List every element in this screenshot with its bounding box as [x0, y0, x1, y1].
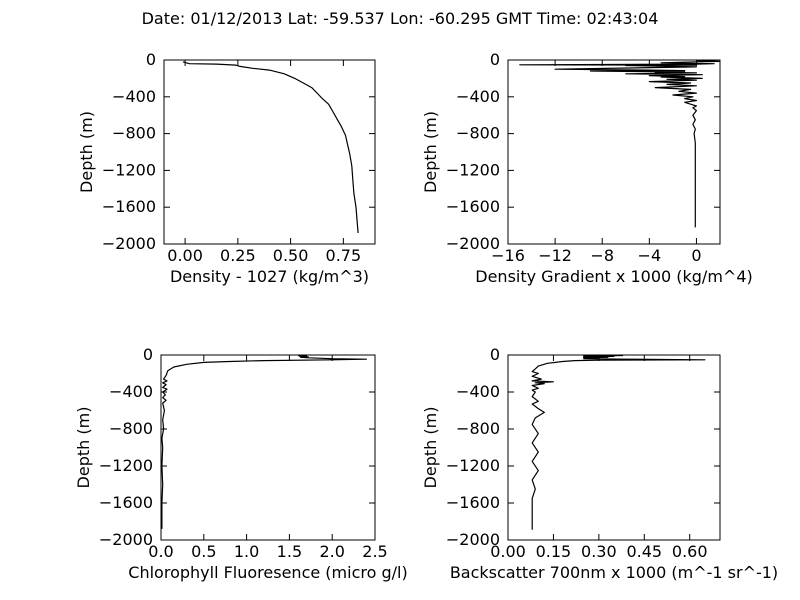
y-tick-label: −1600: [102, 197, 156, 216]
y-tick-label: −1200: [446, 456, 500, 475]
y-tick-label: −1200: [99, 456, 153, 475]
x-tick-label: −12: [538, 246, 572, 265]
y-axis-label: Depth (m): [421, 111, 440, 193]
y-tick-label: −1200: [102, 160, 156, 179]
x-tick-label: 1.0: [234, 542, 259, 561]
y-tick-label: −1200: [446, 160, 500, 179]
x-axis-label: Density - 1027 (kg/m^3): [170, 267, 369, 286]
subplot-chlorophyll: 0.0 0.5 1.0 1.5 2.0 2.5 0 −400 −800 −1200 −1600 −20…: [74, 345, 408, 582]
x-axis-label: Backscatter 700nm x 1000 (m^-1 sr^-1): [450, 563, 778, 582]
x-tick-label: −8: [590, 246, 614, 265]
axes-frame: [163, 59, 376, 245]
series-line-density: [182, 61, 359, 234]
y-tick-label: −800: [456, 124, 500, 143]
y-tick-label: −1600: [446, 197, 500, 216]
x-tick-label: 0.00: [490, 542, 526, 561]
x-tick-label: 0.15: [536, 542, 572, 561]
axes-frame: [507, 59, 721, 245]
y-tick-label: 0: [143, 345, 153, 364]
y-tick-label: −800: [109, 419, 153, 438]
x-tick-label: −4: [638, 246, 662, 265]
y-tick-label: −2000: [99, 530, 153, 549]
y-tick-label: −400: [109, 382, 153, 401]
subplot-density: 0.00 0.25 0.50 0.75 0 −400 −800 −1200 −1600 −2000…: [77, 50, 376, 286]
y-tick-label: −400: [456, 382, 500, 401]
y-tick-label: 0: [146, 50, 156, 69]
subplot-density-gradient: −16 −12 −8 −4 00−400−800−1200−1600−2000Densi…: [421, 50, 753, 286]
x-tick-label: 0.5: [191, 542, 216, 561]
x-tick-label: 0.50: [273, 246, 309, 265]
x-tick-label: 2.5: [362, 542, 387, 561]
x-tick-label: 0.60: [672, 542, 708, 561]
x-tick-label: −16: [491, 246, 525, 265]
y-tick-label: −2000: [446, 234, 500, 253]
y-axis-label: Depth (m): [74, 407, 93, 489]
axes-frame: [160, 354, 376, 541]
series-line-backscatter: [531, 354, 706, 530]
subplot-backscatter: 0.00 0.15 0.30 0.45 0.60 0 −400 −800 −1200 −1600 −…: [421, 345, 778, 582]
x-tick-label: 0.25: [220, 246, 256, 265]
y-tick-label: −400: [456, 87, 500, 106]
x-tick-label: 0.30: [581, 542, 617, 561]
x-tick-label: 0.75: [326, 246, 362, 265]
y-tick-label: −2000: [446, 530, 500, 549]
x-tick-label: 0.00: [167, 246, 203, 265]
x-axis-label: Density Gradient x 1000 (kg/m^4): [475, 267, 752, 286]
y-axis-label: Depth (m): [77, 111, 96, 193]
series-line-chlorophyll: [161, 354, 367, 529]
x-tick-label: 0.45: [626, 542, 662, 561]
x-tick-label: 1.5: [277, 542, 302, 561]
x-axis-label: Chlorophyll Fluoresence (micro g/l): [128, 563, 407, 582]
x-tick-label: 0: [691, 246, 701, 265]
series-line-density-gradient: [519, 59, 721, 228]
x-tick-label: 2.0: [319, 542, 344, 561]
y-tick-label: 0: [490, 345, 500, 364]
y-tick-label: −2000: [102, 234, 156, 253]
y-tick-label: −800: [456, 419, 500, 438]
figure-title: Date: 01/12/2013 Lat: -59.537 Lon: -60.2…: [142, 9, 659, 28]
y-tick-label: −1600: [99, 493, 153, 512]
y-tick-label: −1600: [446, 493, 500, 512]
y-tick-label: 0: [490, 50, 500, 69]
x-tick-label: 0.0: [148, 542, 173, 561]
axes-frame: [507, 354, 721, 541]
y-axis-label: Depth (m): [421, 407, 440, 489]
y-tick-label: −400: [112, 87, 156, 106]
y-tick-label: −800: [112, 124, 156, 143]
